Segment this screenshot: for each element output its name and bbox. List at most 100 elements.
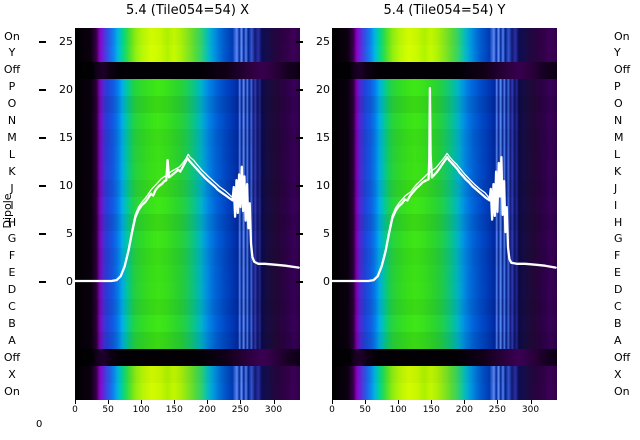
heatmap-row-c-16 — [332, 298, 557, 316]
y-tick-mark — [39, 281, 46, 283]
x-tick-mark — [273, 400, 275, 404]
row-label-left-h-11: H — [7, 215, 17, 229]
heatmap-row-p-3 — [75, 78, 300, 96]
row-label-right-off-19: Off — [614, 350, 631, 364]
row-label-right-b-17: B — [614, 316, 622, 330]
row-label-left-l-7: L — [8, 147, 16, 161]
heatmap-row-n-5 — [75, 112, 300, 130]
heatmap-row-h-11 — [332, 213, 557, 231]
row-label-right-p-3: P — [614, 80, 621, 94]
heatmap-row-f-13 — [75, 247, 300, 265]
row-label-left-b-17: B — [8, 316, 16, 330]
row-label-left-j-9: J — [10, 181, 14, 195]
x-tick-mark — [332, 400, 333, 404]
x-tick-label: 200 — [198, 405, 216, 415]
heatmap-row-on-21 — [75, 383, 300, 400]
heatmap-row-e-14 — [75, 264, 300, 282]
heatmap-row-o-4 — [332, 95, 557, 113]
heatmap-row-off-2 — [75, 61, 300, 79]
y-tick-label: 20 — [59, 83, 73, 96]
heatmap-row-m-6 — [75, 129, 300, 147]
row-label-left-g-12: G — [7, 232, 17, 246]
heatmap-row-i-10 — [332, 197, 557, 214]
x-tick-label: 50 — [359, 405, 371, 415]
row-label-right-m-6: M — [614, 130, 624, 144]
x-tick-label: 100 — [132, 405, 150, 415]
heatmap-rows-y — [332, 28, 557, 400]
heatmap-row-b-17 — [332, 315, 557, 333]
heatmap-row-o-4 — [75, 95, 300, 113]
y-tick-label: 15 — [316, 131, 330, 144]
y-tick-label: 0 — [323, 275, 330, 288]
panel-title-y: 5.4 (Tile054=54) Y — [383, 3, 506, 18]
heatmap-row-y-1 — [75, 44, 300, 62]
row-label-right-l-7: L — [614, 147, 621, 161]
row-label-right-j-9: J — [614, 181, 618, 195]
y-tick-25-panel-1: 25 — [296, 35, 330, 49]
x-tick-label: 300 — [521, 405, 540, 415]
x-tick-mark — [464, 400, 466, 404]
panel-title-x: 5.4 (Tile054=54) X — [126, 3, 249, 18]
heatmap-row-on-0 — [332, 28, 557, 45]
y-tick-mark — [39, 137, 46, 139]
heatmap-panel-y — [332, 28, 557, 400]
x-tick-label: 300 — [264, 405, 283, 415]
heatmap-row-n-5 — [332, 112, 557, 130]
y-tick-mark — [296, 41, 303, 43]
heatmap-row-e-14 — [332, 264, 557, 282]
heatmap-row-c-16 — [75, 298, 300, 316]
y-tick-label: 5 — [323, 227, 330, 240]
row-label-left-k-8: K — [8, 164, 16, 178]
row-label-left-a-18: A — [8, 333, 16, 347]
row-label-left-n-5: N — [7, 114, 17, 127]
row-label-right-i-10: I — [614, 198, 618, 212]
row-label-left-e-14: E — [8, 266, 16, 280]
y-tick-mark — [39, 41, 46, 43]
x-tick-label: 200 — [455, 405, 473, 415]
y-tick-mark — [296, 233, 303, 235]
heatmap-row-d-15 — [332, 281, 557, 299]
row-label-left-d-15: D — [7, 283, 17, 297]
row-label-right-on-0: On — [614, 29, 630, 43]
heatmap-row-a-18 — [75, 332, 300, 350]
heatmap-row-d-15 — [75, 281, 300, 299]
profile-x-secondary — [123, 153, 234, 267]
heatmap-row-f-13 — [332, 247, 557, 265]
row-label-left-c-16: C — [8, 300, 16, 313]
y-tick-label: 5 — [66, 227, 73, 240]
heatmap-row-y-1 — [332, 44, 557, 62]
y-tick-15-panel-0: 15 — [39, 131, 73, 145]
y-tick-20-panel-0: 20 — [39, 83, 73, 97]
x-tick-label: 0 — [72, 405, 78, 415]
row-label-right-x-20: X — [614, 367, 622, 381]
y-tick-label: 20 — [316, 83, 330, 96]
x-tick-mark — [431, 400, 433, 404]
x-tick-mark — [240, 400, 242, 404]
y-tick-mark — [296, 137, 303, 139]
heatmap-row-p-3 — [332, 78, 557, 96]
row-label-right-y-1: Y — [614, 46, 621, 60]
row-label-right-g-12: G — [614, 232, 623, 246]
row-label-right-off-2: Off — [614, 63, 631, 77]
y-tick-0-panel-0: 0 — [39, 275, 73, 289]
row-label-right-e-14: E — [614, 266, 621, 280]
x-axis-offset-label: 0 — [36, 419, 43, 430]
profile-x-main — [75, 157, 300, 283]
profile-y-main — [332, 86, 557, 283]
heatmap-row-off-19 — [332, 349, 557, 367]
heatmap-row-b-17 — [75, 315, 300, 333]
row-label-right-n-5: N — [614, 114, 623, 127]
y-tick-label: 15 — [59, 131, 73, 144]
row-label-right-on-21: On — [614, 384, 630, 398]
row-label-left-off-19: Off — [3, 350, 21, 364]
y-tick-25-panel-0: 25 — [39, 35, 73, 49]
trace-overlay-x — [75, 153, 300, 283]
heatmap-row-off-2 — [332, 61, 557, 79]
y-tick-label: 25 — [316, 35, 330, 48]
row-label-left-x-20: X — [8, 367, 16, 381]
y-tick-label: 10 — [316, 179, 330, 192]
row-label-right-c-16: C — [614, 300, 622, 313]
y-tick-0-panel-1: 0 — [296, 275, 330, 289]
y-tick-label: 10 — [59, 179, 73, 192]
profile-y-secondary — [380, 152, 491, 267]
